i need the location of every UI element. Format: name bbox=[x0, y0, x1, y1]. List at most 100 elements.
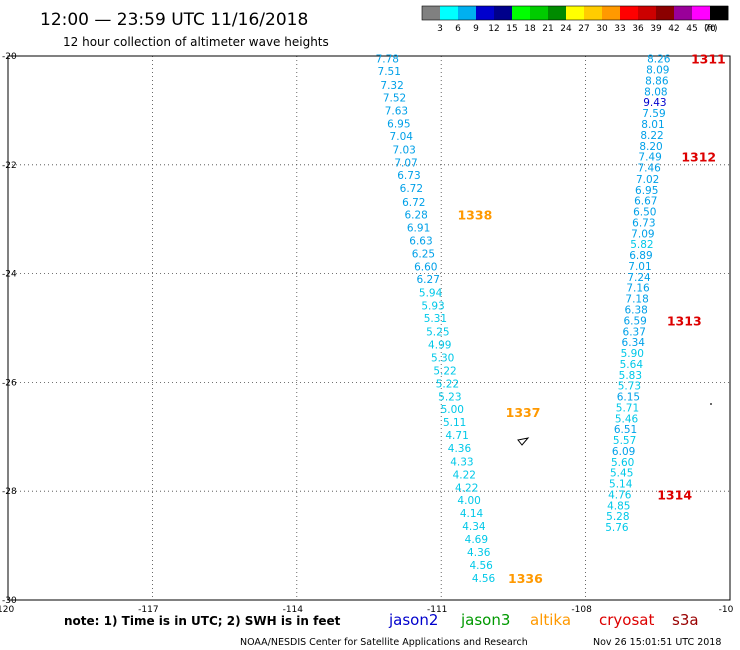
data-dot bbox=[710, 403, 712, 405]
legend-tick-label: 42 bbox=[668, 24, 679, 34]
wave-height-value: 5.28 bbox=[606, 511, 629, 523]
color-legend: 3 6 9 12 15 18 21 24 27 30 33 36 39 42 45 70 bbox=[421, 5, 729, 34]
legend-swatch bbox=[566, 6, 585, 20]
wave-height-value: 8.22 bbox=[640, 130, 663, 142]
legend-swatch bbox=[440, 6, 459, 20]
wave-height-value: 7.49 bbox=[638, 152, 661, 164]
wave-height-value: 5.23 bbox=[438, 392, 461, 404]
x-tick-label: -108 bbox=[571, 605, 592, 615]
y-tick-label: -28 bbox=[2, 487, 17, 497]
wave-height-value: 7.09 bbox=[631, 228, 654, 240]
legend-swatch bbox=[530, 6, 549, 20]
legend-tick-label: 18 bbox=[524, 24, 536, 34]
wave-height-values: 7.787.517.327.527.636.957.047.037.076.73… bbox=[376, 54, 671, 586]
legend-swatch bbox=[602, 6, 621, 20]
x-tick-label: -114 bbox=[283, 605, 304, 615]
legend-swatch bbox=[512, 6, 531, 20]
wave-height-value: 4.56 bbox=[469, 560, 493, 572]
wave-height-value: 5.94 bbox=[419, 288, 443, 300]
wave-height-value: 6.95 bbox=[635, 185, 658, 197]
legend-swatch bbox=[674, 6, 693, 20]
wave-height-value: 6.37 bbox=[623, 326, 646, 338]
wave-height-value: 6.91 bbox=[407, 222, 430, 234]
wave-height-value: 8.86 bbox=[645, 75, 669, 87]
wave-height-value: 6.72 bbox=[400, 183, 423, 195]
wave-height-value: 7.51 bbox=[378, 66, 401, 78]
wave-height-value: 4.22 bbox=[455, 482, 478, 494]
wave-height-value: 6.09 bbox=[612, 446, 635, 458]
wave-height-value: 5.83 bbox=[619, 370, 642, 382]
wave-height-value: 6.28 bbox=[404, 209, 427, 221]
wave-height-value: 4.76 bbox=[608, 489, 632, 501]
legend-swatch bbox=[476, 6, 495, 20]
wave-height-value: 4.99 bbox=[428, 339, 451, 351]
track-marker-icon bbox=[517, 437, 530, 446]
wave-height-value: 5.82 bbox=[630, 239, 653, 251]
legend-swatch bbox=[638, 6, 657, 20]
x-tick-label: -111 bbox=[427, 605, 447, 615]
wave-height-value: 5.73 bbox=[618, 381, 641, 393]
legend-tick-label: 36 bbox=[632, 24, 644, 34]
wave-height-value: 6.59 bbox=[623, 315, 646, 327]
y-tick-label: -30 bbox=[2, 596, 17, 606]
pass-number-labels: 1311 1312 1313 1314 1338 1337 1336 bbox=[457, 52, 725, 587]
footnote: note: 1) Time is in UTC; 2) SWH is in fe… bbox=[64, 614, 341, 628]
wave-height-value: 8.01 bbox=[641, 119, 664, 131]
legend-swatch bbox=[494, 6, 513, 20]
wave-height-value: 5.93 bbox=[421, 301, 444, 313]
pass-label: 1338 bbox=[457, 207, 492, 222]
wave-height-value: 6.89 bbox=[629, 250, 652, 262]
legend-tick-label: 6 bbox=[455, 24, 461, 34]
legend-unit-label: (ft) bbox=[704, 24, 718, 34]
legend-tick-label: 9 bbox=[473, 24, 479, 34]
legend-tick-label: 24 bbox=[560, 24, 572, 34]
wave-height-value: 5.64 bbox=[620, 359, 644, 371]
pass-label: 1312 bbox=[681, 150, 716, 165]
wave-height-value: 5.60 bbox=[611, 457, 634, 469]
wave-height-value: 4.00 bbox=[457, 495, 480, 507]
wave-height-value: 4.85 bbox=[607, 500, 630, 512]
wave-height-value: 6.50 bbox=[633, 207, 656, 219]
wave-height-value: 7.63 bbox=[385, 105, 408, 117]
wave-height-value: 4.22 bbox=[453, 469, 476, 481]
pass-label: 1311 bbox=[691, 52, 726, 67]
wave-height-value: 5.25 bbox=[426, 326, 449, 338]
satellite-legend: jason2 jason3 altika cryosat s3a bbox=[388, 611, 699, 629]
credit-line: NOAA/NESDIS Center for Satellite Applica… bbox=[240, 637, 528, 648]
wave-height-value: 7.07 bbox=[394, 158, 417, 170]
wave-height-value: 5.57 bbox=[613, 435, 636, 447]
wave-height-value: 5.00 bbox=[441, 404, 464, 416]
wave-height-value: 7.16 bbox=[626, 283, 650, 295]
wave-height-value: 4.36 bbox=[448, 443, 472, 455]
wave-height-value: 4.71 bbox=[445, 430, 468, 442]
wave-height-value: 6.72 bbox=[402, 197, 425, 209]
wave-height-value: 5.22 bbox=[433, 365, 456, 377]
legend-swatch bbox=[620, 6, 639, 20]
wave-height-value: 5.31 bbox=[424, 313, 447, 325]
wave-height-value: 5.11 bbox=[443, 417, 466, 429]
wave-height-value: 7.46 bbox=[637, 163, 661, 175]
chart-title: 12:00 — 23:59 UTC 11/16/2018 bbox=[40, 10, 308, 30]
legend-swatch bbox=[692, 6, 711, 20]
legend-swatch bbox=[710, 6, 729, 20]
legend-tick-label: 30 bbox=[596, 24, 608, 34]
plot-frame bbox=[7, 55, 731, 601]
wave-height-value: 5.46 bbox=[615, 413, 639, 425]
legend-tick-label: 21 bbox=[542, 24, 553, 34]
legend-tick-label: 27 bbox=[578, 24, 589, 34]
legend-swatch bbox=[422, 6, 441, 20]
wave-height-value: 7.18 bbox=[625, 294, 648, 306]
satellite-name: cryosat bbox=[599, 611, 654, 629]
x-tick-label: -10 bbox=[719, 605, 734, 615]
pass-label: 1313 bbox=[667, 313, 702, 328]
satellite-name: jason2 bbox=[388, 611, 438, 629]
wave-height-value: 4.69 bbox=[465, 534, 488, 546]
wave-height-value: 9.43 bbox=[643, 97, 666, 109]
legend-tick-label: 3 bbox=[437, 24, 443, 34]
wave-height-value: 5.71 bbox=[616, 402, 639, 414]
wave-height-value: 4.36 bbox=[467, 547, 491, 559]
legend-tick-label: 33 bbox=[614, 24, 625, 34]
wave-height-value: 6.73 bbox=[632, 217, 655, 229]
